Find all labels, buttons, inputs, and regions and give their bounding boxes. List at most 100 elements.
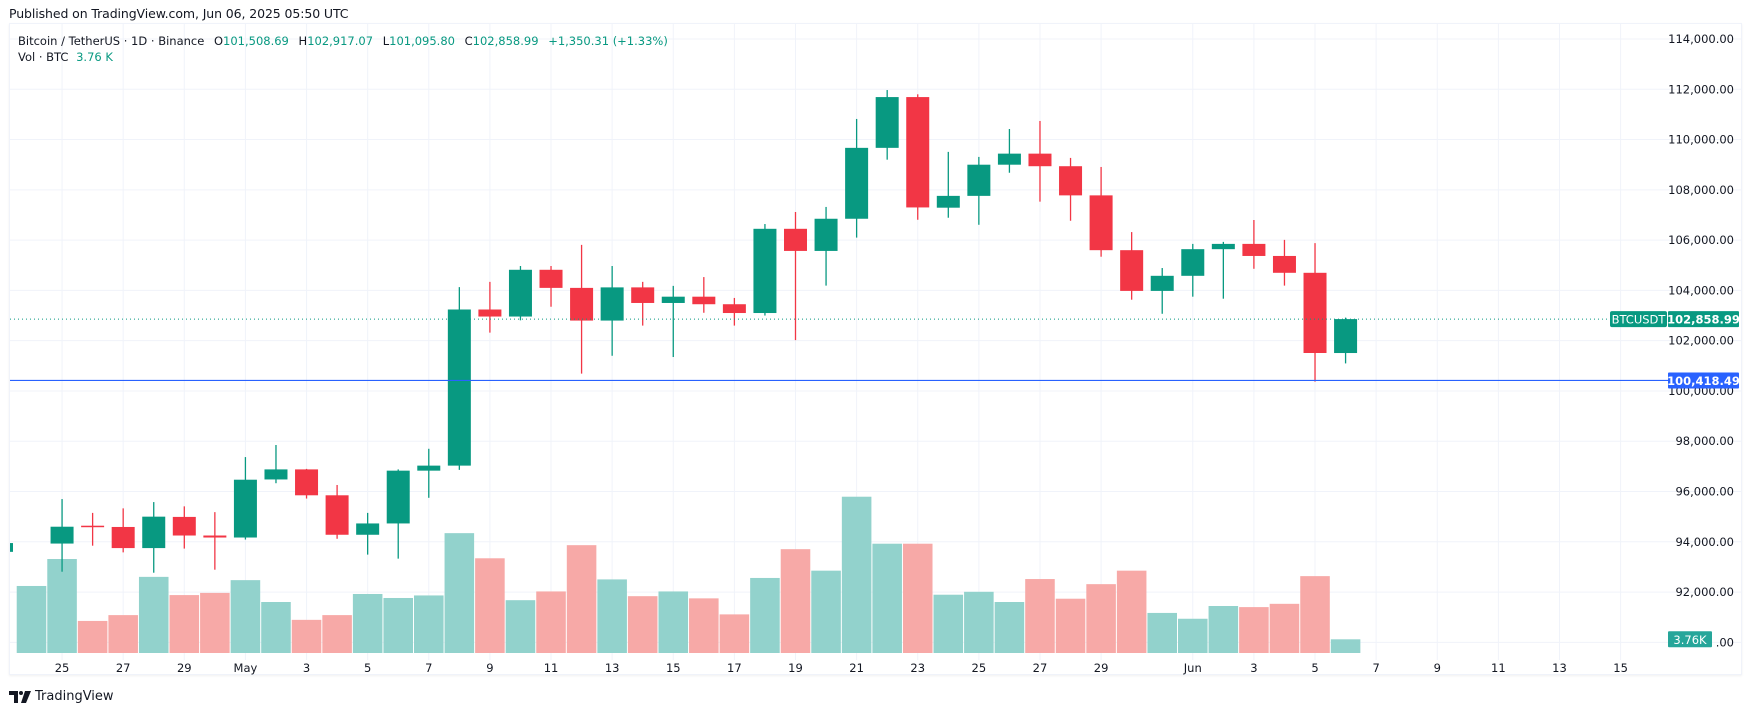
time-tick-label: 29 [177,661,192,675]
candle-body [875,97,899,148]
volume-bar [964,591,994,653]
price-lines [10,318,1668,382]
volume-bar [77,620,108,653]
volume-bar [1300,576,1330,653]
candle [539,266,563,307]
tradingview-logo-icon [9,690,31,703]
candle [417,448,441,498]
price-tick-label: 110,000.00 [1668,133,1734,147]
candle-body [1181,249,1205,276]
volume-bar [1147,612,1177,653]
candle [295,468,319,499]
candle-body [1089,195,1113,251]
candle [631,281,655,326]
symbol-tag: BTCUSDT [1612,313,1667,327]
candle-body [570,287,594,321]
candle-body [1334,319,1358,354]
candle-body [111,526,135,549]
last-price-tag: 102,858.99 [1667,313,1740,327]
volume-bar [1269,603,1300,653]
candle-body [264,469,288,480]
time-tick-label: 3 [303,661,310,675]
candle [814,206,838,286]
price-tick-label: 94,000.00 [1675,535,1734,549]
volume-bar [658,591,689,653]
candle [753,224,777,316]
candle-body [295,469,319,496]
candle-body [753,228,777,314]
low-value: 101,095.80 [389,34,455,48]
chart-legend: Bitcoin / TetherUS · 1D · Binance O101,5… [18,33,668,65]
volume-label[interactable]: Vol · BTC [18,50,69,64]
candle [478,281,502,333]
volume-bar [933,594,964,653]
candle [936,151,960,218]
candle [203,512,227,570]
candle-body [1120,250,1144,291]
tradingview-logo[interactable]: TradingView [9,689,114,704]
candle [81,512,105,546]
candle [1181,243,1205,297]
time-axis[interactable]: 25 27 29 May 3 5 7 9 11 13 15 17 19 21 23 25 27 29 Jun 3 5 7 9… [55,661,1628,675]
volume-bar [261,601,291,653]
volume-bar [444,533,475,653]
symbol-title[interactable]: Bitcoin / TetherUS · 1D · Binance [18,34,205,48]
candle [142,502,166,573]
candle [875,90,899,160]
volume-bar [536,591,566,653]
candle [845,118,869,238]
time-tick-label: May [234,661,258,675]
candle-body [356,523,380,535]
price-tick-label: 112,000.00 [1668,82,1734,96]
volume-bar [750,577,780,653]
candle-body [845,147,869,219]
candle [1089,166,1113,257]
candle [447,287,471,470]
open-value: 101,508.69 [223,34,289,48]
candle [1059,157,1083,221]
time-tick-label: 19 [788,661,803,675]
time-tick-label: 3 [1250,661,1257,675]
candle [997,129,1021,173]
volume-bar [414,595,444,653]
price-tick-label: 114,000.00 [1668,32,1734,46]
volume-bar [1178,618,1208,653]
time-tick-label: 11 [1491,661,1506,675]
time-tick-label: Jun [1183,661,1202,675]
close-label: C [464,34,473,48]
volume-bar [291,619,322,653]
candles [10,90,1358,573]
time-tick-label: 13 [1552,661,1567,675]
time-tick-label: 15 [1613,661,1628,675]
candle-body [1211,243,1235,250]
candle [1334,317,1358,364]
candle-body [142,516,166,549]
price-axis[interactable]: 114,000.00 112,000.00 110,000.00 108,000.00… [1668,32,1734,649]
volume-bar [994,601,1025,653]
price-tick-label: 98,000.00 [1675,434,1734,448]
last-price-tag-bg [1668,311,1739,328]
candle-body [997,153,1021,165]
volume-bar [1086,584,1116,653]
volume-bar [872,543,902,653]
candle-body [233,479,257,538]
volume-bar [689,598,719,653]
price-tick-label: 106,000.00 [1668,233,1734,247]
candle-body [1303,272,1327,353]
volume-bar [230,580,261,653]
time-tick-label: 9 [1434,661,1441,675]
volume-bar [475,558,505,653]
candle [111,508,135,553]
time-tick-label: 29 [1094,661,1109,675]
price-tags: BTCUSDT 102,858.99 100,418.49 3.76K [1610,311,1740,648]
volume-bar [902,543,933,653]
ohlc-row: Bitcoin / TetherUS · 1D · Binance O101,5… [18,33,668,49]
open-label: O [213,34,224,48]
time-tick-label: 27 [1033,661,1048,675]
hline-price-tag: 100,418.49 [1667,374,1740,388]
time-tick-label: 15 [666,661,681,675]
candle-body [1242,243,1266,256]
volume-bar [811,570,841,653]
volume-bar [841,496,872,653]
